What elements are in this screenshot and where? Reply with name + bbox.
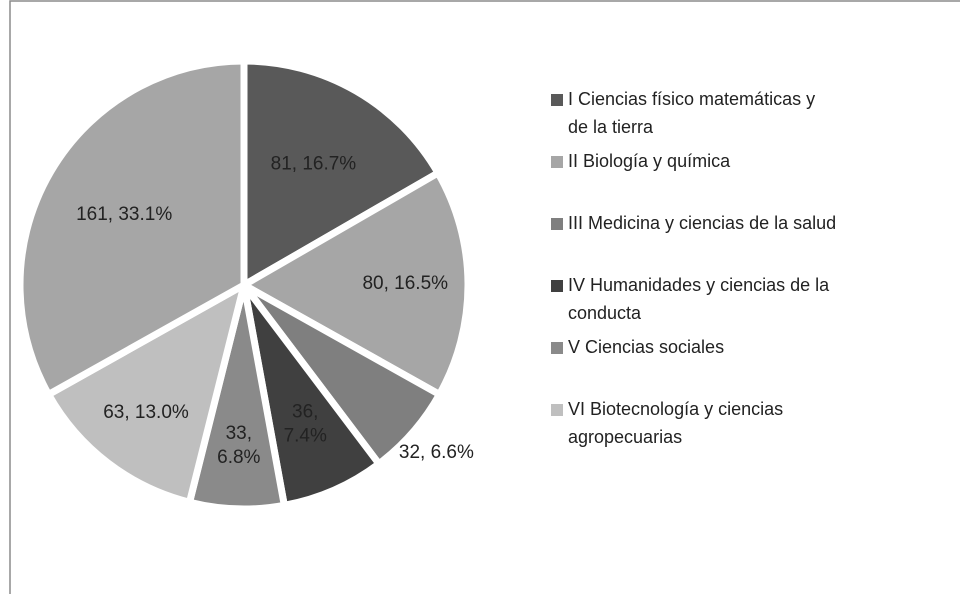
legend-label: I Ciencias físico matemáticas y de la tie… xyxy=(568,89,815,137)
legend-swatch xyxy=(551,280,563,292)
legend-label: VI Biotecnología y ciencias agropecuarias xyxy=(568,399,783,447)
legend-swatch xyxy=(551,218,563,230)
data-label: 33, 6.8% xyxy=(217,423,260,468)
pie-slice xyxy=(236,168,472,400)
data-label: 32, 6.6% xyxy=(399,442,474,463)
pie-slice xyxy=(43,277,250,507)
pie-slice xyxy=(240,57,443,292)
legend-label: II Biología y química xyxy=(568,151,731,171)
data-label: 161, 33.1% xyxy=(76,204,172,225)
legend-swatch xyxy=(551,156,563,168)
data-label: 63, 13.0% xyxy=(103,402,189,423)
data-label: 36, 7.4% xyxy=(284,401,327,446)
legend-swatch xyxy=(551,94,563,106)
data-label: 80, 16.5% xyxy=(362,273,448,294)
legend-label: IV Humanidades y ciencias de la conducta xyxy=(568,275,830,323)
legend-swatch xyxy=(551,342,563,354)
chart-frame xyxy=(9,0,960,594)
legend-label: V Ciencias sociales xyxy=(568,337,724,357)
data-label: 81, 16.7% xyxy=(271,154,357,175)
legend-label: III Medicina y ciencias de la salud xyxy=(568,213,836,233)
pie-slice xyxy=(16,57,248,400)
legend-swatch xyxy=(551,404,563,416)
